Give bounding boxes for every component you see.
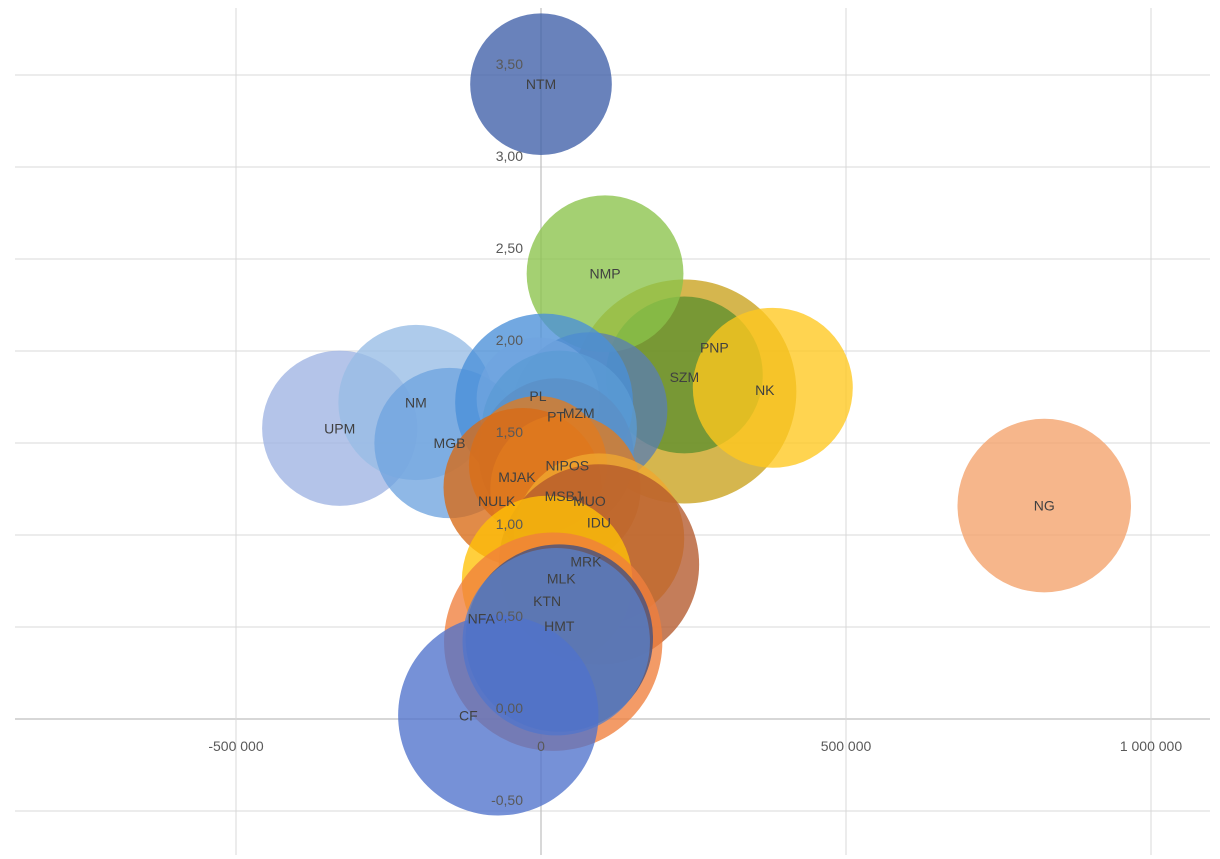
bubble-ntm xyxy=(470,13,612,156)
tick-labels: -0,50 0,00 0,50 1,00 1,50 2,00 2,50 3,00 3,50 -50… xyxy=(208,56,1182,808)
data-label-muo: MUO xyxy=(573,493,606,509)
x-tick-label: -500 000 xyxy=(208,738,263,754)
x-tick-label: 1 000 000 xyxy=(1120,738,1182,754)
data-label-mgb: MGB xyxy=(434,435,466,451)
data-label-ng: NG xyxy=(1034,498,1055,514)
y-tick-label: 2,50 xyxy=(496,240,523,256)
y-tick-label: 3,50 xyxy=(496,56,523,72)
data-label-pnp: PNP xyxy=(700,339,729,355)
data-label-mlk: MLK xyxy=(547,571,576,587)
data-label-pl: PL xyxy=(529,388,546,404)
y-tick-label: -0,50 xyxy=(491,792,523,808)
data-label-nipos: NIPOS xyxy=(546,457,590,473)
data-label-ktn: KTN xyxy=(533,593,561,609)
data-label-mrk: MRK xyxy=(570,553,602,569)
data-label-cf: CF xyxy=(459,707,478,723)
bubbles xyxy=(262,13,1132,816)
data-label-hmt: HMT xyxy=(544,618,575,634)
data-label-mzm: MZM xyxy=(563,405,595,421)
y-tick-label: 2,00 xyxy=(496,332,523,348)
data-label-mjak: MJAK xyxy=(498,469,536,485)
data-label-nk: NK xyxy=(755,382,775,398)
data-label-ntm: NTM xyxy=(526,76,556,92)
x-tick-label: 0 xyxy=(537,738,545,754)
y-tick-label: 3,00 xyxy=(496,148,523,164)
data-label-szm: SZM xyxy=(670,369,700,385)
y-tick-label: 0,00 xyxy=(496,700,523,716)
data-label-nfa: NFA xyxy=(468,611,496,627)
data-label-upm: UPM xyxy=(324,420,355,436)
data-label-idu: IDU xyxy=(587,515,611,531)
data-label-pt: PT xyxy=(547,409,565,425)
bubble-nk xyxy=(692,307,853,468)
bubble-nmp xyxy=(526,195,684,353)
bubble-ng xyxy=(957,418,1132,593)
bubble-cf xyxy=(398,615,599,816)
y-tick-label: 1,50 xyxy=(496,424,523,440)
data-label-nm: NM xyxy=(405,395,427,411)
data-label-nulk: NULK xyxy=(478,493,516,509)
y-tick-label: 0,50 xyxy=(496,608,523,624)
y-tick-label: 1,00 xyxy=(496,516,523,532)
data-label-nmp: NMP xyxy=(589,266,620,282)
data-label-msbj: MSBJ xyxy=(545,488,582,504)
x-tick-label: 500 000 xyxy=(821,738,872,754)
